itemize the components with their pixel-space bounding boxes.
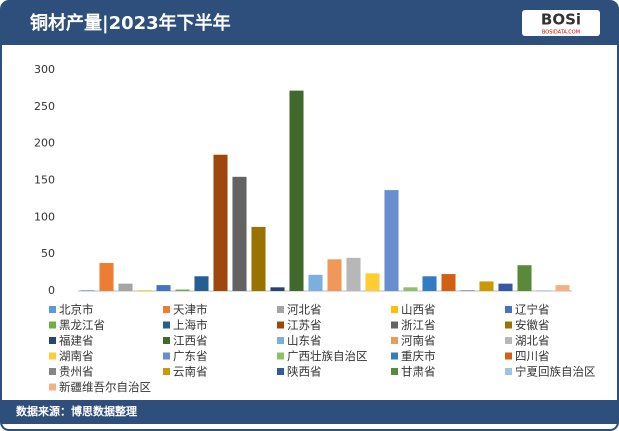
- bar: [213, 154, 228, 291]
- legend-label: 四川省: [515, 349, 550, 363]
- legend-label: 山东省: [287, 334, 322, 348]
- legend-swatch: [391, 337, 398, 344]
- header-fill: [1, 30, 618, 45]
- legend-label: 上海市: [173, 318, 208, 332]
- bar: [99, 263, 114, 291]
- bar: [156, 285, 171, 291]
- legend-swatch: [163, 352, 170, 360]
- bar: [327, 259, 342, 291]
- bar: [365, 273, 380, 291]
- legend-label: 广西壮族自治区: [287, 349, 368, 363]
- source: 数据来源：博思数据整理: [16, 404, 137, 418]
- legend-swatch: [391, 368, 398, 375]
- legend-swatch: [49, 306, 56, 313]
- legend-label: 北京市: [59, 303, 94, 317]
- y-tick-label: 250: [34, 100, 55, 113]
- bar: [384, 190, 399, 291]
- legend-label: 云南省: [173, 365, 208, 379]
- legend-swatch: [505, 337, 512, 344]
- legend-swatch: [505, 321, 512, 329]
- legend-label: 甘肃省: [401, 365, 436, 379]
- legend-swatch: [277, 337, 284, 344]
- legend-label: 天津市: [173, 303, 208, 317]
- bar: [555, 285, 570, 291]
- legend-swatch: [49, 321, 56, 329]
- legend-label: 贵州省: [59, 365, 94, 379]
- legend-label: 福建省: [59, 334, 94, 348]
- bar: [479, 281, 494, 291]
- legend-label: 湖南省: [59, 349, 94, 363]
- bar: [175, 289, 190, 291]
- legend-label: 陕西省: [287, 365, 322, 379]
- legend-swatch: [163, 337, 170, 344]
- legend-label: 湖北省: [515, 334, 550, 348]
- legend-swatch: [49, 337, 56, 344]
- legend-label: 广东省: [173, 349, 208, 363]
- legend-swatch: [49, 352, 56, 360]
- legend-label: 浙江省: [401, 318, 436, 332]
- chart-title: 铜材产量|2023年下半年: [30, 12, 231, 34]
- legend-swatch: [277, 321, 284, 329]
- legend-label: 山西省: [401, 303, 436, 317]
- legend-swatch: [163, 368, 170, 375]
- y-tick-label: 300: [34, 63, 55, 76]
- logo: BOSi: [541, 11, 581, 29]
- bar: [251, 226, 266, 291]
- legend-label: 新疆维吾尔自治区: [59, 380, 151, 394]
- bar: [346, 257, 361, 291]
- legend-label: 河北省: [287, 303, 322, 317]
- legend-label: 辽宁省: [515, 303, 550, 317]
- bar: [441, 274, 456, 291]
- y-tick-label: 100: [34, 210, 55, 223]
- bar: [137, 290, 152, 291]
- bar: [118, 283, 133, 291]
- bar: [80, 290, 95, 291]
- legend-swatch: [277, 368, 284, 375]
- bar: [517, 265, 532, 291]
- legend-label: 江西省: [173, 334, 208, 348]
- logo-sub: BOSIDATA.COM: [542, 30, 580, 36]
- footer: [1, 400, 618, 424]
- legend-swatch: [277, 306, 284, 313]
- legend-swatch: [277, 352, 284, 360]
- bar: [536, 290, 551, 291]
- bar: [194, 276, 209, 291]
- legend-label: 重庆市: [401, 349, 436, 363]
- legend-label: 江苏省: [287, 318, 322, 332]
- legend-label: 安徽省: [515, 318, 550, 332]
- legend-swatch: [505, 368, 512, 375]
- legend-swatch: [49, 368, 56, 375]
- bar: [403, 287, 418, 291]
- bar: [498, 283, 513, 291]
- legend-label: 黑龙江省: [59, 318, 105, 332]
- legend-swatch: [391, 352, 398, 360]
- bar: [308, 274, 323, 291]
- legend-swatch: [391, 306, 398, 313]
- y-tick-label: 50: [41, 247, 55, 260]
- y-tick-label: 0: [48, 284, 55, 297]
- bar: [232, 176, 247, 291]
- y-tick-label: 150: [34, 174, 55, 187]
- y-tick-label: 200: [34, 137, 55, 150]
- legend-swatch: [163, 321, 170, 329]
- bar: [270, 287, 285, 291]
- legend-swatch: [391, 321, 398, 329]
- bar: [289, 90, 304, 291]
- legend-swatch: [49, 383, 56, 391]
- bar: [422, 276, 437, 291]
- legend-label: 宁夏回族自治区: [515, 365, 596, 379]
- logo-box: [522, 10, 600, 36]
- legend-swatch: [163, 306, 170, 313]
- bar: [460, 290, 475, 291]
- legend-swatch: [505, 306, 512, 313]
- legend-swatch: [505, 352, 512, 360]
- legend-label: 河南省: [401, 334, 436, 348]
